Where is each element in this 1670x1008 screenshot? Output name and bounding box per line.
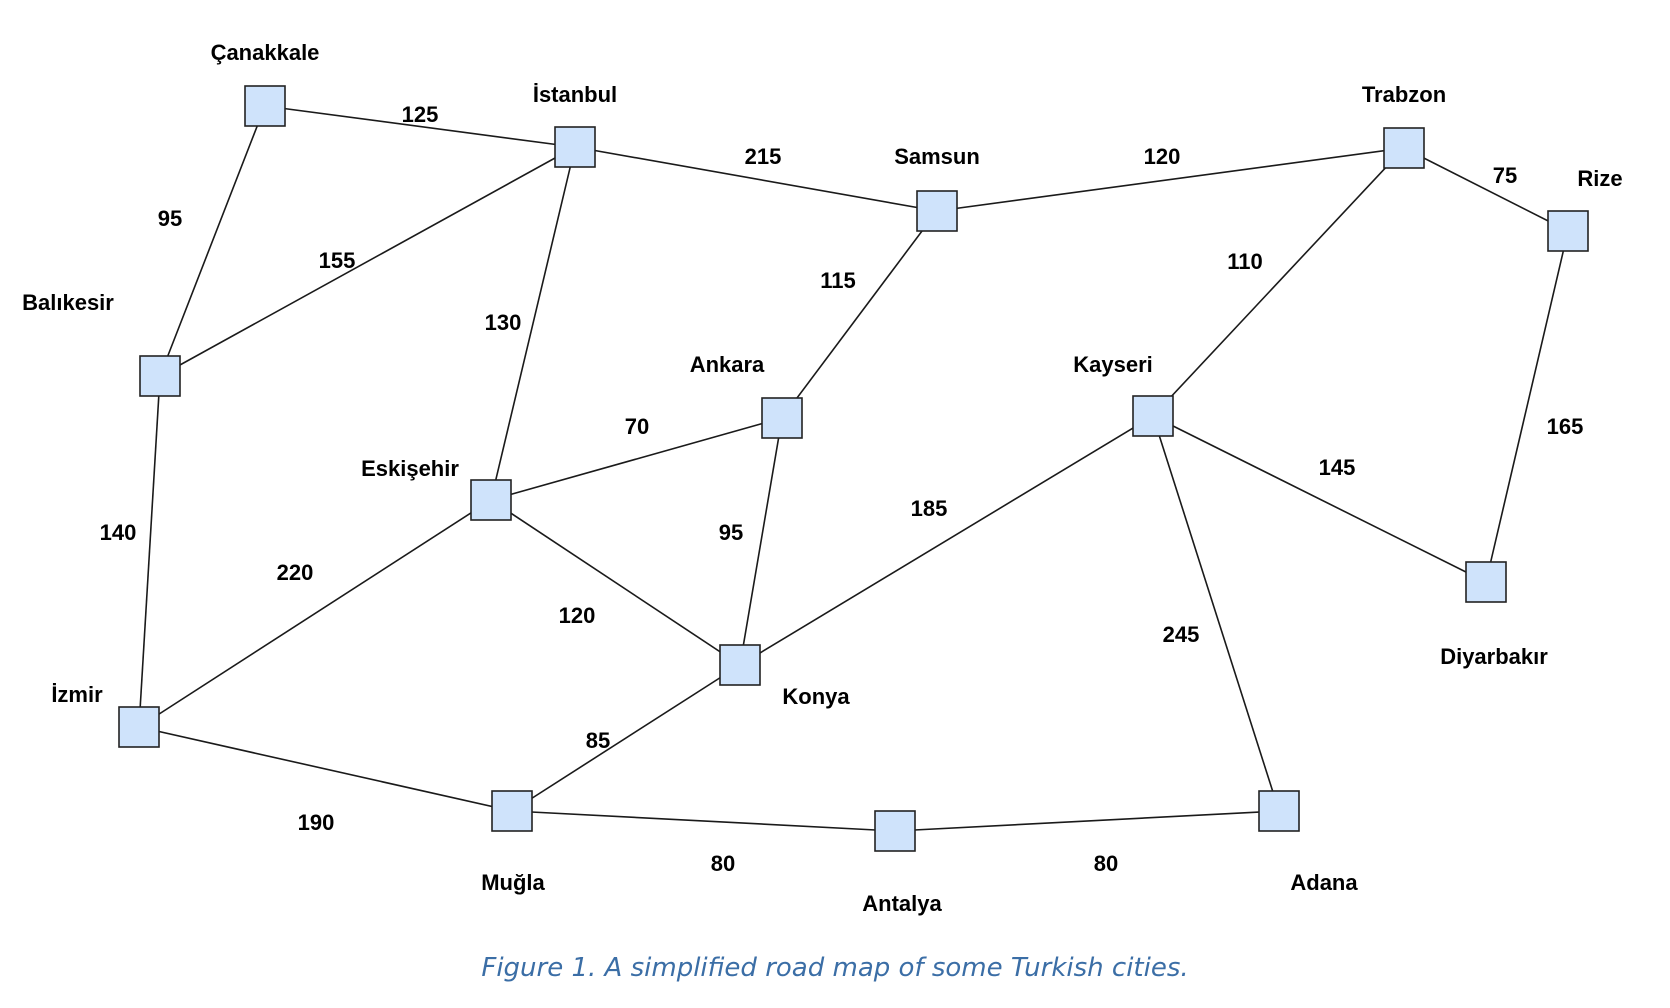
city-label-adana: Adana [1290,870,1358,895]
city-label-mugla: Muğla [481,870,545,895]
road-eskisehir-izmir [138,499,492,728]
road-kayseri-diyarbakir [1152,415,1487,583]
city-labels: Çanakkale İstanbul Samsun Trabzon Rize Balıke… [22,40,1622,916]
city-node-trabzon [1383,127,1425,169]
road-izmir-mugla [138,726,513,812]
city-node-antalya [874,810,916,852]
road-istanbul-balikesir [159,146,576,377]
city-label-eskisehir: Eskişehir [361,456,459,481]
road-konya-mugla [511,664,741,812]
distance-label-kayseri-konya: 185 [911,496,948,521]
distance-label-trabzon-rize: 75 [1493,163,1517,188]
distance-label-eskisehir-ankara: 70 [625,414,649,439]
distance-label-mugla-antalya: 80 [711,851,735,876]
road-antalya-adana [894,810,1280,832]
distance-label-balikesir-izmir: 140 [100,520,137,545]
distance-label-istanbul-balikesir: 155 [319,248,356,273]
road-edges [138,105,1569,832]
city-label-diyarbakir: Diyarbakır [1440,644,1548,669]
city-node-kayseri [1132,395,1174,437]
distance-label-istanbul-samsun: 215 [745,144,782,169]
road-mugla-antalya [511,810,896,832]
city-label-istanbul: İstanbul [533,82,617,107]
distance-label-canakkale-istanbul: 125 [402,102,439,127]
city-label-izmir: İzmir [51,682,103,707]
road-eskisehir-konya [490,499,741,666]
city-label-rize: Rize [1577,166,1622,191]
city-node-adana [1258,790,1300,832]
city-label-konya: Konya [782,684,850,709]
city-node-eskisehir [470,479,512,521]
city-label-antalya: Antalya [862,891,942,916]
city-node-istanbul [554,126,596,168]
road-samsun-trabzon [936,147,1405,212]
distance-label-antalya-adana: 80 [1094,851,1118,876]
road-canakkale-istanbul [264,105,576,148]
city-node-samsun [916,190,958,232]
road-trabzon-kayseri [1152,147,1405,417]
road-canakkale-balikesir [159,105,266,377]
distance-label-trabzon-kayseri: 110 [1227,249,1263,274]
distance-label-samsun-trabzon: 120 [1144,144,1181,169]
city-node-ankara [761,397,803,439]
distance-label-samsun-ankara: 115 [820,268,856,293]
city-node-diyarbakir [1465,561,1507,603]
city-node-balikesir [139,355,181,397]
figure-caption: Figure 1. A simplified road map of some … [481,953,1188,983]
distance-label-canakkale-balikesir: 95 [158,206,182,231]
road-balikesir-izmir [138,375,161,728]
distance-label-kayseri-diyarbakir: 145 [1319,455,1356,480]
city-node-konya [719,644,761,686]
distance-label-kayseri-adana: 245 [1163,622,1200,647]
road-kayseri-konya [739,415,1154,666]
road-kayseri-adana [1152,415,1280,812]
road-trabzon-rize [1403,147,1569,232]
road-istanbul-eskisehir [490,146,576,501]
road-samsun-ankara [781,210,938,419]
city-label-ankara: Ankara [690,352,765,377]
city-label-kayseri: Kayseri [1073,352,1153,377]
distance-label-izmir-mugla: 190 [298,810,335,835]
city-node-rize [1547,210,1589,252]
road-ankara-konya [739,417,783,666]
distance-label-istanbul-eskisehir: 130 [485,310,522,335]
city-node-mugla [491,790,533,832]
city-label-trabzon: Trabzon [1362,82,1446,107]
distance-label-ankara-konya: 95 [719,520,743,545]
distance-label-rize-diyarbakir: 165 [1547,414,1584,439]
distance-labels: 125 95 215 155 130 120 115 75 110 165 140 70 220 120 9… [100,102,1584,876]
city-node-izmir [118,706,160,748]
distance-label-eskisehir-konya: 120 [559,603,596,628]
city-label-samsun: Samsun [894,144,980,169]
city-nodes [118,85,1589,852]
city-node-canakkale [244,85,286,127]
road-istanbul-samsun [574,146,938,212]
city-label-canakkale: Çanakkale [211,40,320,65]
city-label-balikesir: Balıkesir [22,290,114,315]
distance-label-eskisehir-izmir: 220 [277,560,314,585]
road-eskisehir-ankara [490,417,783,501]
road-rize-diyarbakir [1485,230,1569,583]
distance-label-konya-mugla: 85 [586,728,610,753]
